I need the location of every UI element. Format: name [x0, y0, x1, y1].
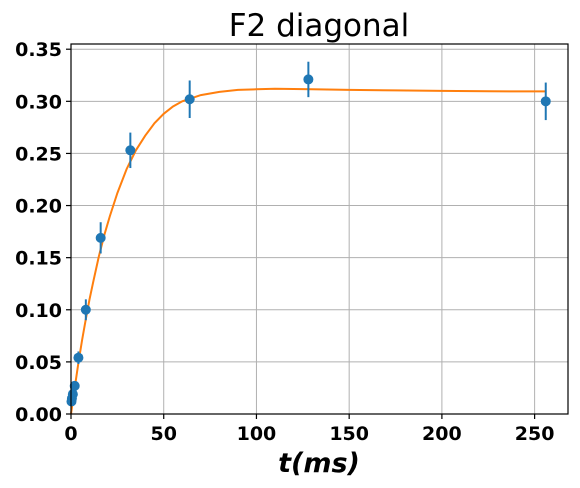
x-tick-label: 250 — [515, 423, 555, 445]
x-tick-label: 100 — [237, 423, 277, 445]
data-point — [95, 232, 106, 243]
data-point — [69, 380, 80, 391]
chart-title: F2 diagonal — [229, 8, 410, 44]
y-tick-label: 0.10 — [15, 300, 62, 322]
data-point — [73, 352, 84, 363]
tick-layer: 0 50 100 150 200 250 0.00 0.05 0.10 0.15 0.20 0.25 0… — [15, 39, 554, 445]
data-point — [184, 94, 195, 105]
data-point — [80, 304, 91, 315]
plot-frame — [70, 43, 569, 415]
x-tick-label: 50 — [150, 423, 176, 445]
y-tick-label: 0.15 — [15, 248, 62, 270]
series-layer — [66, 61, 551, 415]
y-tick-label: 0.20 — [15, 196, 62, 218]
data-point — [540, 96, 551, 107]
y-tick-label: 0.25 — [15, 143, 62, 165]
data-point — [67, 389, 78, 400]
fit-curve — [70, 87, 546, 415]
y-tick-label: 0.30 — [15, 91, 62, 113]
x-axis-label: t(ms) — [278, 448, 360, 479]
x-tick-label: 0 — [64, 423, 77, 445]
x-tick-label: 200 — [422, 423, 462, 445]
data-point — [303, 74, 314, 85]
grid-layer — [70, 44, 568, 415]
x-tick-label: 150 — [329, 423, 369, 445]
y-tick-label: 0.00 — [15, 404, 62, 426]
y-tick-label: 0.05 — [15, 352, 62, 374]
y-tick-label: 0.35 — [15, 39, 62, 61]
data-point — [125, 145, 136, 156]
